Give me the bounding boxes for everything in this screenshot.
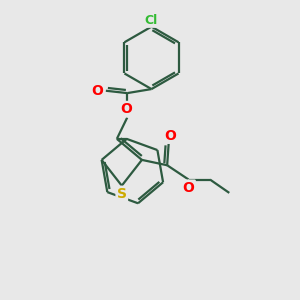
Text: O: O <box>164 128 176 142</box>
Text: S: S <box>117 187 127 201</box>
Text: O: O <box>121 102 133 116</box>
Text: Cl: Cl <box>145 14 158 27</box>
Text: O: O <box>183 181 194 195</box>
Text: O: O <box>92 84 104 98</box>
